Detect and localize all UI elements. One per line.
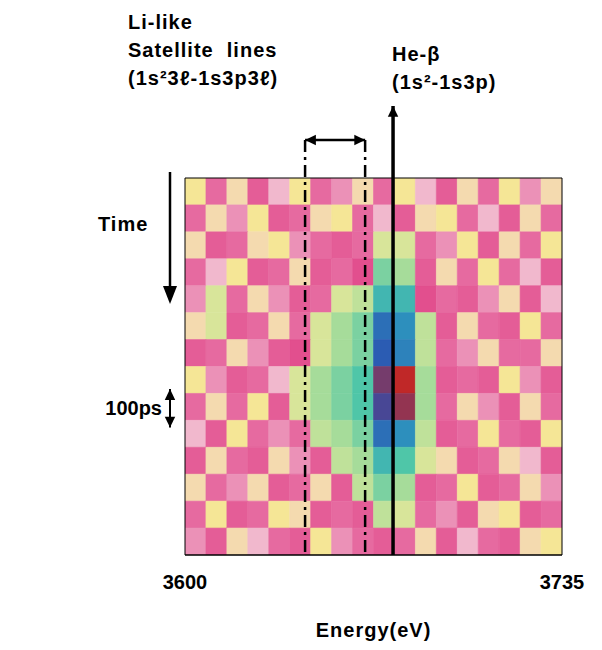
svg-text:3735: 3735 <box>540 571 585 593</box>
html-text:Satellite lines: Satellite lines <box>128 39 278 61</box>
html-text:(1s²-1s3p): (1s²-1s3p) <box>392 71 497 93</box>
html-text:(1s²3ℓ-1s3p3ℓ): (1s²3ℓ-1s3p3ℓ) <box>128 67 279 89</box>
svg-text:3600: 3600 <box>163 571 208 593</box>
svg-text:Energy(eV): Energy(eV) <box>316 619 432 641</box>
html-text:Li-like: Li-like <box>128 11 193 33</box>
svg-text:100ps: 100ps <box>105 397 162 419</box>
html-text:Time: Time <box>98 213 149 235</box>
html-text:He-β: He-β <box>392 43 441 65</box>
